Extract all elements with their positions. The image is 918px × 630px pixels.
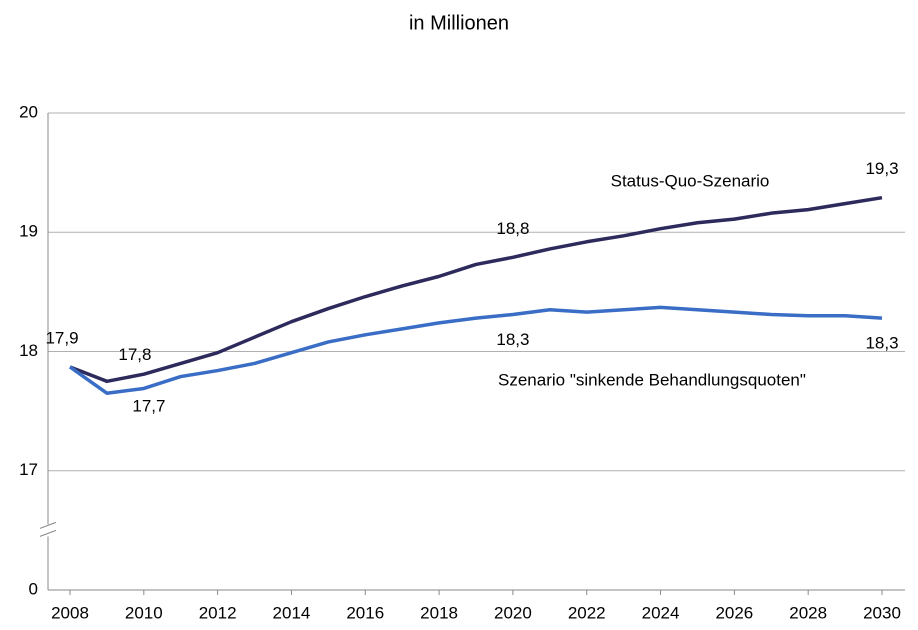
series-line: [69, 195, 883, 384]
data-label: 18,8: [496, 219, 529, 238]
data-label: 18,3: [865, 334, 898, 353]
y-tick-label: 19: [19, 222, 38, 241]
axis-break-gap: [44, 524, 52, 537]
x-tick-label: 2020: [494, 603, 532, 622]
y-tick-label: 18: [19, 341, 38, 360]
x-tick-label: 2022: [568, 603, 606, 622]
data-label: 17,9: [45, 328, 78, 347]
series-label: Szenario "sinkende Behandlungsquoten": [498, 370, 806, 389]
x-tick-label: 2012: [199, 603, 237, 622]
x-tick-label: 2008: [51, 603, 89, 622]
data-label: 17,7: [132, 397, 165, 416]
x-tick-label: 2030: [863, 603, 901, 622]
series-label: Status-Quo-Szenario: [611, 171, 770, 190]
axis-break: [39, 521, 57, 537]
data-label: 18,3: [496, 330, 529, 349]
x-tick-label: 2010: [125, 603, 163, 622]
series-line: [68, 305, 883, 395]
x-tick-label: 2026: [715, 603, 753, 622]
data-label: 17,8: [118, 345, 151, 364]
x-tick-label: 2016: [346, 603, 384, 622]
x-tick-label: 2018: [420, 603, 458, 622]
data-label: 19,3: [865, 159, 898, 178]
x-tick-label: 2014: [273, 603, 311, 622]
x-tick-label: 2024: [642, 603, 680, 622]
y-tick-label: 17: [19, 460, 38, 479]
chart-title: in Millionen: [409, 12, 509, 34]
y-tick-label: 20: [19, 102, 38, 121]
y-tick-label: 0: [29, 579, 38, 598]
x-tick-label: 2028: [789, 603, 827, 622]
